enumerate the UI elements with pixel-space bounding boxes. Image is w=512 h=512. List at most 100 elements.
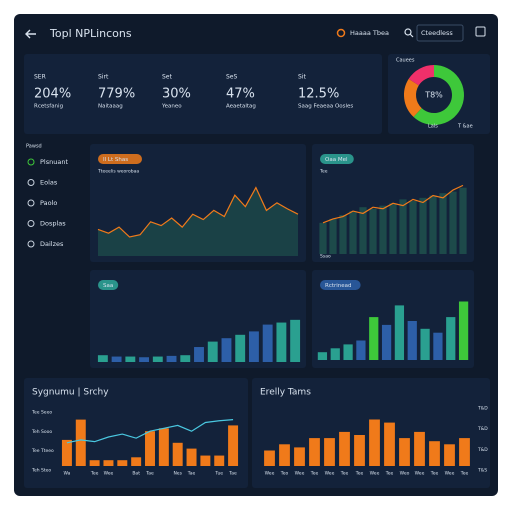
- bar: [319, 222, 327, 254]
- bar: [248, 331, 259, 362]
- x-tick-label: Bat: [132, 471, 140, 477]
- kpi-label: Sirt: [98, 74, 109, 81]
- bar: [158, 428, 169, 466]
- kpi-sub: Aeaetaltag: [226, 104, 256, 110]
- bar: [294, 447, 305, 466]
- bar: [444, 444, 455, 466]
- sidebar-icon: [27, 179, 35, 186]
- bar: [194, 347, 204, 362]
- donut-label: T8%: [424, 91, 443, 100]
- kpi-value: 779%: [98, 87, 135, 102]
- x-tick-label: Wa: [63, 471, 70, 477]
- line: [322, 184, 464, 224]
- bar: [458, 301, 469, 360]
- bar: [97, 355, 108, 362]
- bar: [419, 197, 427, 254]
- axis-label: T&D: [477, 447, 488, 453]
- chart-tag: [320, 280, 361, 290]
- bar: [125, 356, 136, 362]
- bar: [186, 448, 197, 466]
- back-button[interactable]: [25, 29, 36, 39]
- bar: [399, 199, 407, 254]
- kpi-label: SER: [34, 74, 46, 81]
- bar: [75, 419, 86, 466]
- kpi-sub: Naitaaag: [98, 104, 123, 110]
- bar: [459, 187, 467, 254]
- sidebar-icon: [27, 158, 35, 166]
- bar: [172, 442, 183, 466]
- chart-tag-label: Il Lt Shas: [103, 157, 128, 163]
- bar: [439, 193, 447, 254]
- x-tick-label: Tee: [90, 471, 99, 477]
- bar: [89, 460, 100, 466]
- kpi-value: 12.5%: [298, 87, 339, 102]
- bar: [414, 431, 425, 466]
- bar: [61, 439, 72, 466]
- bar: [228, 425, 239, 466]
- kpi-sub: Rcetsfanig: [34, 104, 63, 110]
- bar: [152, 356, 163, 362]
- chart-tag: [98, 280, 119, 290]
- axis-label: T&D: [477, 406, 488, 412]
- bar: [276, 322, 287, 362]
- x-tick-label: Weo: [400, 471, 410, 477]
- bar: [264, 450, 275, 466]
- header-button[interactable]: [416, 24, 464, 42]
- search-icon[interactable]: [404, 28, 412, 36]
- kpi-sub: Saag Feaeaa Oosles: [298, 104, 353, 110]
- bar: [131, 457, 142, 466]
- bar: [279, 444, 290, 466]
- bar: [407, 321, 417, 360]
- bar: [180, 355, 191, 362]
- bar: [356, 340, 366, 360]
- x-tick-label: Wee: [415, 471, 425, 477]
- bar: [449, 191, 457, 254]
- header-link[interactable]: Haaaa Tbea: [350, 29, 389, 37]
- x-tick-label: Tee: [310, 471, 319, 477]
- bar: [369, 208, 377, 254]
- bar: [117, 460, 128, 466]
- chart-subtitle: Tteeelis weorobaa: [97, 169, 139, 175]
- header-button-label: Cteedless: [421, 29, 453, 37]
- bar: [369, 419, 380, 466]
- bar: [359, 207, 367, 254]
- chart-subtitle: Tee: [319, 169, 328, 175]
- kpi-value: 30%: [162, 87, 191, 102]
- x-tick-label: Tae: [187, 471, 196, 477]
- chart-tag-label: Rctrinead: [325, 283, 352, 289]
- axis-label: Teh Steo: [31, 468, 51, 474]
- sidebar-item[interactable]: Plsnuant: [40, 158, 68, 166]
- donut-legend: T &ae: [457, 124, 473, 130]
- axis-label: Tee Seeo: [31, 410, 52, 416]
- x-tick-label: Tae: [145, 471, 154, 477]
- bar: [354, 435, 365, 466]
- sidebar-item[interactable]: Paolo: [40, 199, 57, 207]
- sidebar-item[interactable]: Dosplas: [40, 220, 66, 228]
- x-tick-label: Wee: [265, 471, 275, 477]
- x-tick-label: Wee: [445, 471, 455, 477]
- status-icon: [336, 28, 346, 38]
- menu-icon[interactable]: [475, 26, 486, 37]
- sidebar-item[interactable]: Dailzes: [40, 240, 64, 248]
- bar: [329, 218, 337, 254]
- x-tick-label: Tue: [214, 471, 223, 477]
- bar: [330, 348, 340, 360]
- bar: [369, 317, 379, 360]
- axis-label: Teh Sooo: [31, 429, 52, 435]
- bar: [317, 352, 328, 360]
- bar: [111, 356, 122, 362]
- sidebar-item[interactable]: Eolas: [40, 179, 58, 187]
- sidebar-heading: Pawsd: [26, 144, 42, 150]
- kpi-value: 47%: [226, 87, 255, 102]
- bar: [103, 460, 114, 466]
- bar: [166, 355, 177, 362]
- x-tick-label: Wee: [370, 471, 380, 477]
- bar: [429, 441, 440, 466]
- x-tick-label: Nes: [173, 471, 182, 477]
- bar: [139, 357, 150, 362]
- x-tick-label: Tee: [355, 471, 364, 477]
- bar: [381, 324, 392, 360]
- donut-segment: [408, 65, 435, 86]
- x-tick-label: Tee: [385, 471, 394, 477]
